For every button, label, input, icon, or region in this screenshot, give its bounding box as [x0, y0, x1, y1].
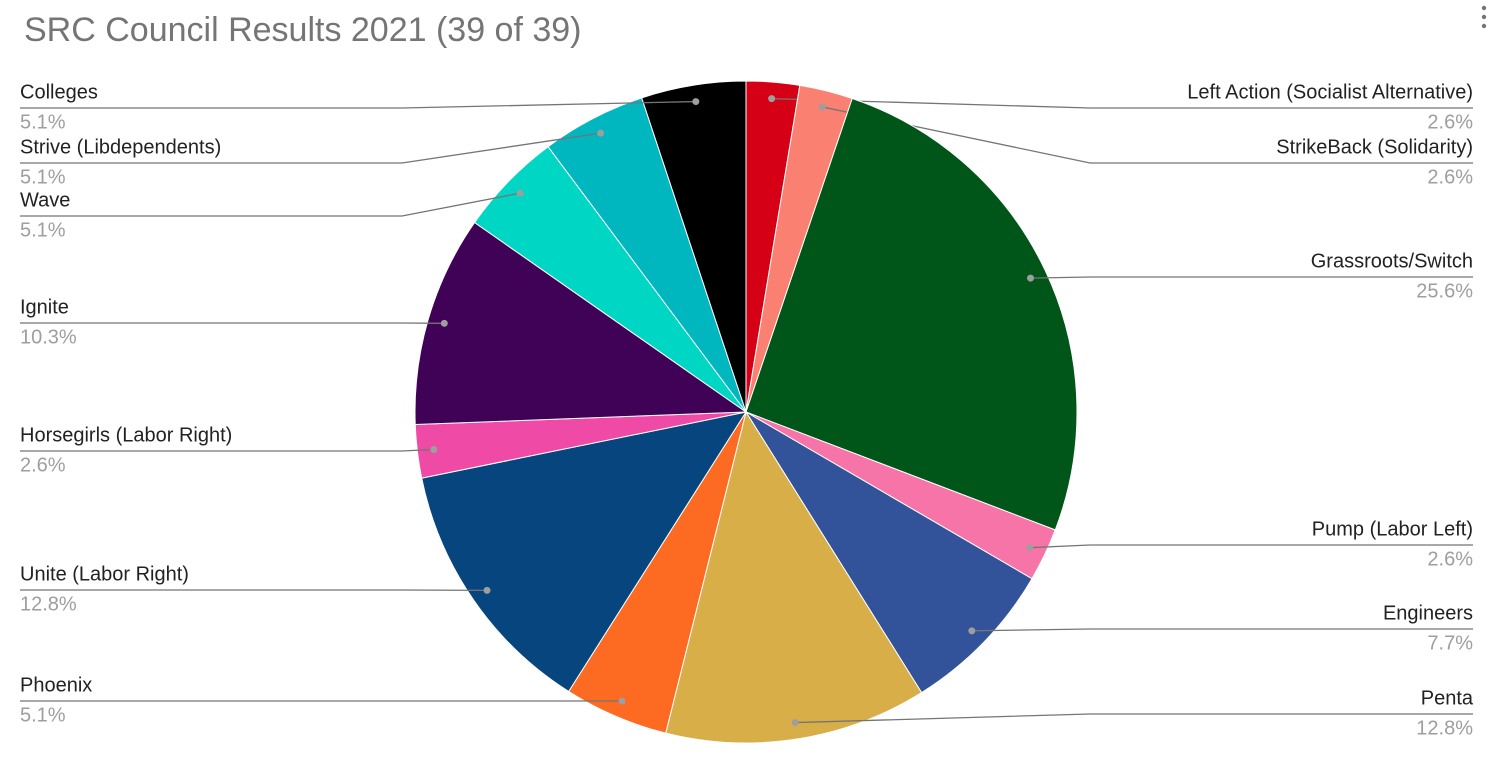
- leader-dot: [1026, 544, 1034, 552]
- leader-dot: [1027, 274, 1035, 282]
- value-label: 2.6%: [1427, 548, 1473, 570]
- menu-dot[interactable]: [1481, 23, 1487, 29]
- leader-dot: [516, 189, 524, 197]
- leader-line: [20, 192, 521, 217]
- slice-label: Phoenix: [20, 674, 92, 696]
- slice-label: Colleges: [20, 81, 98, 103]
- slice-label: Penta: [1421, 687, 1474, 709]
- pie-slice: [665, 410, 923, 744]
- leader-line: [771, 97, 1473, 109]
- slice-label: Pump (Labor Left): [1312, 518, 1473, 540]
- leader-dot: [692, 98, 700, 106]
- leader-dot: [968, 627, 976, 635]
- slice-label: Strive (Libdependents): [20, 136, 221, 158]
- value-label: 25.6%: [1416, 280, 1473, 302]
- value-label: 12.8%: [20, 593, 77, 615]
- menu-dot[interactable]: [1481, 5, 1487, 11]
- slice-label: Ignite: [20, 296, 69, 318]
- leader-line: [20, 132, 601, 164]
- pie-slice: [414, 221, 748, 425]
- leader-line: [971, 628, 1473, 632]
- chart-title: SRC Council Results 2021 (39 of 39): [24, 11, 582, 49]
- leader-line: [795, 713, 1473, 724]
- pie-slice: [641, 80, 747, 413]
- pie-slice: [421, 411, 748, 693]
- value-label: 10.3%: [20, 326, 77, 348]
- value-label: 2.6%: [20, 454, 66, 476]
- value-label: 12.8%: [1416, 717, 1473, 739]
- slice-label: Unite (Labor Right): [20, 563, 189, 585]
- leader-line: [1029, 544, 1473, 549]
- slice-label: Horsegirls (Labor Right): [20, 424, 232, 446]
- value-label: 5.1%: [20, 166, 66, 188]
- slice-label: Grassroots/Switch: [1311, 250, 1473, 272]
- value-label: 7.7%: [1427, 632, 1473, 654]
- slice-label: Engineers: [1383, 602, 1473, 624]
- leader-dot: [597, 129, 605, 137]
- value-label: 2.6%: [1427, 111, 1473, 133]
- slice-label: StrikeBack (Solidarity): [1276, 136, 1473, 158]
- value-label: 5.1%: [20, 219, 66, 241]
- value-label: 5.1%: [20, 704, 66, 726]
- leader-line: [20, 100, 696, 109]
- slice-label: Wave: [20, 189, 70, 211]
- pie-slice: [745, 411, 1033, 694]
- leader-dot: [618, 697, 626, 705]
- leader-dot: [430, 445, 438, 453]
- pie-slice: [745, 97, 1078, 531]
- slice-label: Left Action (Socialist Alternative): [1187, 81, 1473, 103]
- value-label: 2.6%: [1427, 166, 1473, 188]
- value-label: 5.1%: [20, 111, 66, 133]
- leader-line: [1030, 276, 1473, 279]
- leader-line: [20, 448, 434, 452]
- menu-dot[interactable]: [1481, 14, 1487, 20]
- leader-dot: [483, 586, 491, 594]
- leader-dot: [768, 95, 776, 103]
- leader-dot: [791, 719, 799, 727]
- leader-dot: [818, 103, 826, 111]
- leader-dot: [440, 319, 448, 327]
